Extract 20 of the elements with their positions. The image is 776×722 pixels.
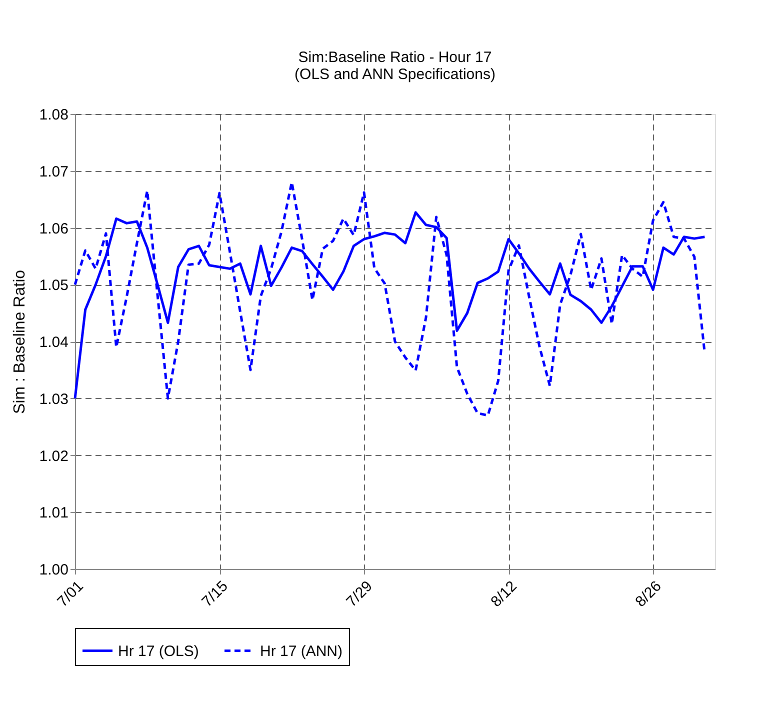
y-tick-label: 1.02: [39, 448, 68, 465]
x-tick-label: 7/29: [343, 578, 376, 610]
y-tick-label: 1.03: [39, 390, 68, 408]
x-tick-label: 7/01: [54, 578, 87, 610]
line-series: [74, 181, 706, 417]
text: (OLS and ANN Specifications): [294, 66, 496, 83]
y-tick-label: 1.08: [39, 106, 68, 124]
legend-label: Hr 17 (OLS): [118, 642, 199, 660]
x-tick-label: 8/26: [632, 578, 665, 610]
y-tick-label: 1.07: [39, 163, 68, 180]
y-tick-label: 1.06: [39, 220, 68, 238]
y-tick-label: 1.01: [39, 504, 68, 522]
y-tick-label: 1.04: [39, 334, 68, 351]
x-tick-label: 8/12: [488, 578, 520, 610]
y-tick-label: 1.00: [39, 562, 68, 578]
y-axis-title: Sim : Baseline Ratio: [11, 270, 28, 414]
x-tick-label: 7/15: [198, 578, 232, 610]
legend-label: Hr 17 (ANN): [260, 642, 343, 660]
y-tick-label: 1.05: [39, 277, 68, 294]
text: Sim:Baseline Ratio - Hour 17: [298, 49, 492, 66]
